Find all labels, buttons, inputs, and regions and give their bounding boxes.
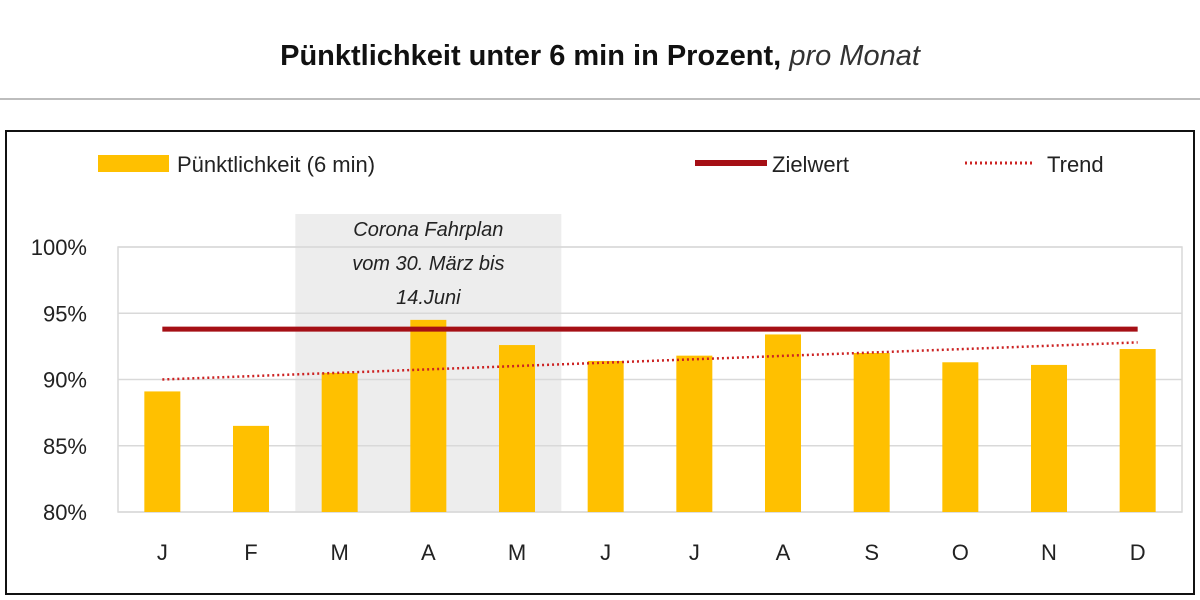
legend-target-label: Zielwert xyxy=(772,152,849,177)
bar-4 xyxy=(499,345,535,512)
legend-bars-swatch xyxy=(98,155,169,172)
bar-10 xyxy=(1031,364,1067,512)
chart-frame: Corona Fahrplan vom 30. März bis 14.Juni 8… xyxy=(5,130,1195,595)
xtick-label-10: N xyxy=(1041,540,1057,565)
legend-trend-label: Trend xyxy=(1047,152,1104,177)
ytick-label-2: 90% xyxy=(43,368,87,393)
bar-11 xyxy=(1119,349,1156,512)
xtick-label-6: J xyxy=(689,540,700,565)
xtick-label-5: J xyxy=(600,540,611,565)
bar-5 xyxy=(587,360,624,512)
xtick-label-2: M xyxy=(331,540,349,565)
xtick-label-3: A xyxy=(421,540,436,565)
xtick-label-9: O xyxy=(952,540,969,565)
legend-bars-label: Pünktlichkeit (6 min) xyxy=(177,152,375,177)
annotation-line-1: vom 30. März bis xyxy=(352,253,504,275)
bar-6 xyxy=(676,355,713,512)
title-sub: pro Monat xyxy=(789,40,920,72)
page-title: Pünktlichkeit unter 6 min in Prozent, pr… xyxy=(0,40,1200,73)
xtick-label-11: D xyxy=(1130,540,1146,565)
annotation-line-0: Corona Fahrplan xyxy=(353,219,503,241)
bar-3 xyxy=(410,319,447,512)
title-main: Pünktlichkeit unter 6 min in Prozent, xyxy=(280,40,782,72)
annotation-line-2: 14.Juni xyxy=(396,287,461,309)
bar-0 xyxy=(144,391,181,512)
ytick-label-0: 80% xyxy=(43,500,87,525)
title-divider xyxy=(0,98,1200,100)
xtick-label-8: S xyxy=(864,540,879,565)
xtick-label-4: M xyxy=(508,540,526,565)
bar-1 xyxy=(233,425,269,512)
bar-8 xyxy=(853,353,890,512)
ytick-label-1: 85% xyxy=(43,434,87,459)
bar-9 xyxy=(942,362,979,512)
ytick-label-4: 100% xyxy=(31,235,87,260)
chart: Corona Fahrplan vom 30. März bis 14.Juni 8… xyxy=(31,152,1183,565)
bar-2 xyxy=(321,372,358,512)
xtick-label-7: A xyxy=(776,540,791,565)
xtick-label-1: F xyxy=(244,540,257,565)
bar-7 xyxy=(765,334,801,512)
ytick-label-3: 95% xyxy=(43,301,87,326)
xtick-label-0: J xyxy=(157,540,168,565)
